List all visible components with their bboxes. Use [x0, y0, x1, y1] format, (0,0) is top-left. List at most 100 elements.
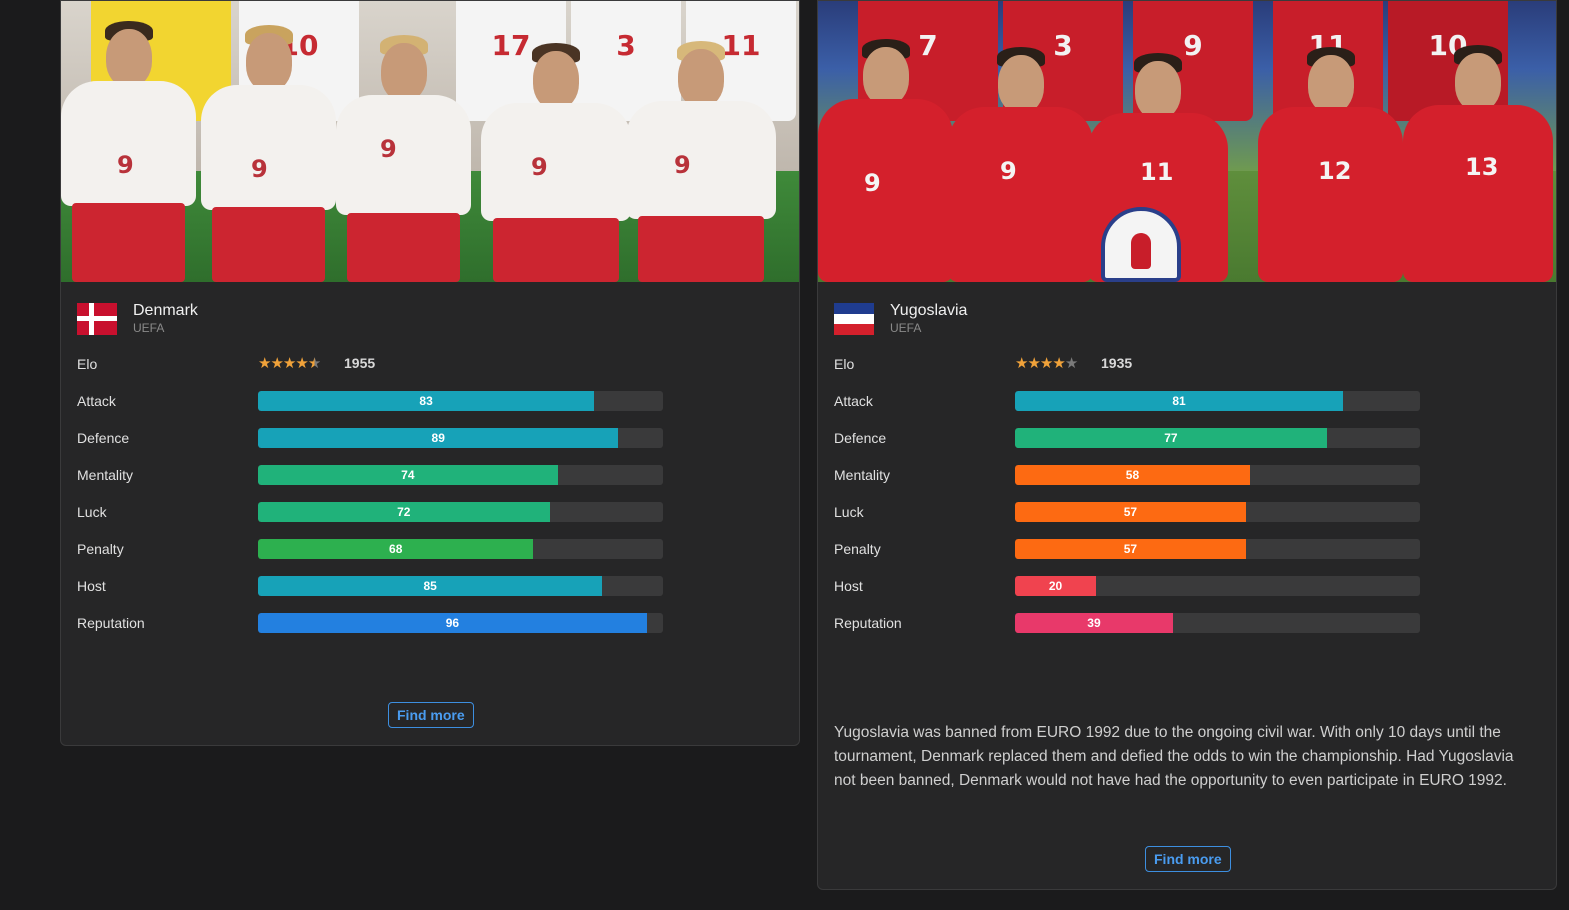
team-description: Yugoslavia was banned from EURO 1992 due…	[834, 724, 1514, 789]
kit-number: 9	[380, 135, 397, 163]
team-confederation: UEFA	[133, 321, 165, 335]
denmark-flag-icon	[77, 303, 117, 335]
team-header: Yugoslavia UEFA	[834, 301, 967, 335]
stat-bar-fill: 57	[1015, 502, 1246, 522]
find-more-button[interactable]: Find more	[1145, 846, 1231, 872]
stat-bar-track: 74	[258, 465, 663, 485]
team-photo: 7 3 9 11 10 9 9 11 12 13	[818, 1, 1556, 282]
stat-label: Reputation	[77, 615, 145, 631]
kit-number: 9	[864, 169, 881, 197]
stat-row-mentality: Mentality 58	[834, 465, 1424, 485]
stat-label: Host	[834, 578, 863, 594]
stat-row-reputation: Reputation 39	[834, 613, 1424, 633]
stat-bar-track: 72	[258, 502, 663, 522]
front-row-player: 9	[948, 47, 1093, 282]
stat-label: Penalty	[834, 541, 881, 557]
stat-row-luck: Luck 57	[834, 502, 1424, 522]
stat-bar-fill: 81	[1015, 391, 1344, 411]
front-row-player: 12	[1258, 47, 1403, 282]
star-full-icon: ★	[295, 355, 308, 372]
stat-label: Attack	[77, 393, 116, 409]
stat-bar-track: 96	[258, 613, 663, 633]
stat-label: Defence	[834, 430, 887, 446]
stat-row-host: Host 20	[834, 576, 1424, 596]
kit-number: 9	[251, 155, 268, 183]
front-row-player: 9	[201, 25, 336, 282]
kit-number: 11	[721, 29, 761, 62]
stat-bar-track: 39	[1015, 613, 1420, 633]
kit-number: 9	[674, 151, 691, 179]
stat-bar-track: 81	[1015, 391, 1420, 411]
team-header: Denmark UEFA	[77, 301, 198, 335]
kit-number: 13	[1465, 153, 1499, 181]
stat-label: Penalty	[77, 541, 124, 557]
stat-row-defence: Defence 89	[77, 428, 667, 448]
stat-bar-track: 89	[258, 428, 663, 448]
front-row-player: 9	[818, 39, 953, 282]
elo-value: 1955	[344, 355, 376, 371]
stat-label: Reputation	[834, 615, 902, 631]
front-row-player: 9	[481, 43, 631, 282]
stat-bar-fill: 77	[1015, 428, 1327, 448]
stat-bar-fill: 83	[258, 391, 595, 411]
stat-label: Elo	[77, 356, 98, 372]
stat-bar-track: 58	[1015, 465, 1420, 485]
stat-bar-track: 83	[258, 391, 663, 411]
team-name: Yugoslavia	[890, 302, 968, 319]
stat-bar-fill: 68	[258, 539, 534, 559]
stat-label: Mentality	[77, 467, 134, 483]
front-row-player: 13	[1403, 45, 1553, 282]
stat-row-mentality: Mentality 74	[77, 465, 667, 485]
stat-row-defence: Defence 77	[834, 428, 1424, 448]
stat-bar-fill: 96	[258, 613, 647, 633]
stat-bar-fill: 57	[1015, 539, 1246, 559]
kit-number: 12	[1318, 157, 1352, 185]
star-half-icon: ★	[307, 355, 321, 372]
star-full-icon: ★	[282, 355, 296, 372]
star-full-icon: ★	[1015, 355, 1028, 372]
stat-bar-track: 68	[258, 539, 663, 559]
rating-stars: ★★★★★	[1015, 354, 1078, 372]
yugoslavia-flag-icon	[834, 303, 874, 335]
stat-bar-fill: 85	[258, 576, 603, 596]
stat-row-luck: Luck 72	[77, 502, 667, 522]
stat-row-penalty: Penalty 57	[834, 539, 1424, 559]
rating-stars: ★★★★★	[258, 354, 321, 372]
stat-row-attack: Attack 83	[77, 391, 667, 411]
stat-row-reputation: Reputation 96	[77, 613, 667, 633]
kit-number: 9	[1183, 29, 1203, 62]
stat-label: Attack	[834, 393, 873, 409]
team-card-yugoslavia: 7 3 9 11 10 9 9 11 12 13	[817, 0, 1557, 890]
stat-bar-fill: 39	[1015, 613, 1173, 633]
star-empty-icon: ★	[1064, 355, 1078, 372]
stat-label: Mentality	[834, 467, 891, 483]
team-name: Denmark	[133, 302, 198, 319]
stat-row-attack: Attack 81	[834, 391, 1424, 411]
stat-bar-track: 85	[258, 576, 663, 596]
stat-label: Defence	[77, 430, 130, 446]
star-full-icon: ★	[258, 355, 271, 372]
team-card-denmark: 10 17 3 11 9 9 9 9	[60, 0, 800, 746]
stat-row-penalty: Penalty 68	[77, 539, 667, 559]
star-full-icon: ★	[1027, 355, 1040, 372]
stat-bar-fill: 89	[258, 428, 619, 448]
stat-row-elo: Elo ★★★★★ 1955	[77, 354, 667, 374]
stat-label: Luck	[834, 504, 864, 520]
stat-bar-fill: 72	[258, 502, 550, 522]
stat-bar-track: 77	[1015, 428, 1420, 448]
stat-bar-track: 20	[1015, 576, 1420, 596]
stat-row-host: Host 85	[77, 576, 667, 596]
team-crest-icon	[1101, 207, 1181, 282]
star-full-icon: ★	[270, 355, 283, 372]
kit-number: 7	[918, 29, 938, 62]
team-confederation: UEFA	[890, 321, 922, 335]
kit-number: 11	[1140, 158, 1174, 186]
kit-number: 17	[491, 29, 531, 62]
kit-number: 3	[1053, 29, 1073, 62]
kit-number: 9	[1000, 157, 1017, 185]
kit-number: 9	[117, 151, 134, 179]
star-full-icon: ★	[1039, 355, 1053, 372]
stat-label: Luck	[77, 504, 107, 520]
find-more-button[interactable]: Find more	[388, 702, 474, 728]
stat-bar-track: 57	[1015, 502, 1420, 522]
